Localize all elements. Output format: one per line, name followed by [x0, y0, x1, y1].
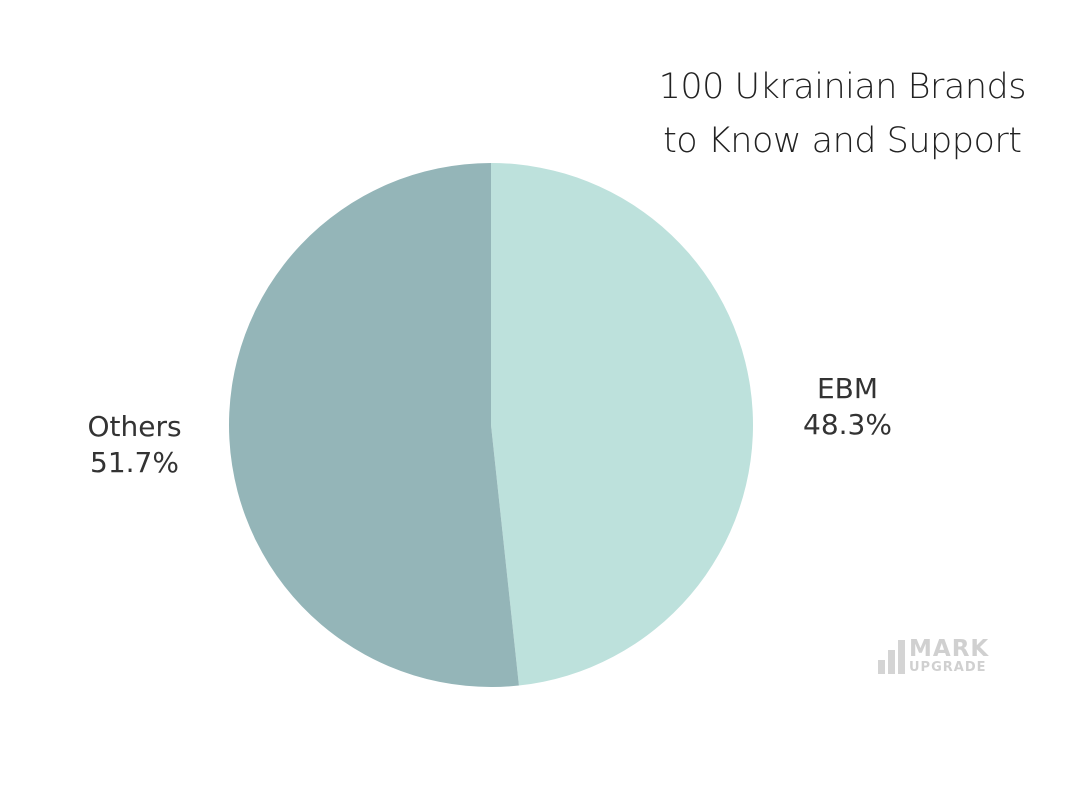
slice-value-ebm: 48.3% — [803, 408, 892, 441]
logo-text-line-2: UPGRADE — [909, 660, 987, 675]
pie-slice-others — [229, 163, 519, 687]
slice-label-ebm: EBM — [817, 372, 878, 405]
bar-chart-logo-icon — [878, 640, 905, 674]
slice-label-others: Others — [87, 410, 181, 443]
chart-title: 100 Ukrainian Brands to Know and Support — [658, 60, 1027, 168]
logo-text-line-1: MARK — [909, 636, 990, 662]
pie-slice-ebm — [491, 163, 754, 686]
chart-title-line-2: to Know and Support — [663, 121, 1022, 161]
slice-value-others: 51.7% — [90, 446, 179, 479]
watermark-logo: MARK UPGRADE — [878, 638, 989, 674]
chart-title-line-1: 100 Ukrainian Brands — [658, 67, 1027, 107]
